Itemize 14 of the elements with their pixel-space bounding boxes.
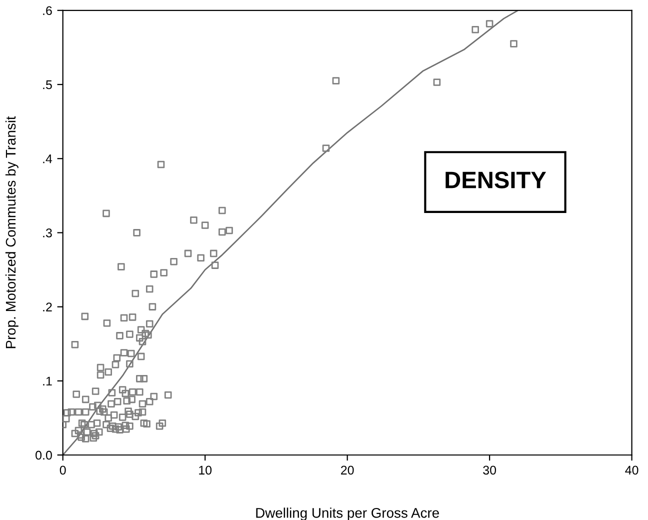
y-tick-label: 0.0: [36, 450, 52, 460]
x-tick-label: 10: [199, 466, 212, 475]
y-tick-label: .4: [43, 154, 52, 164]
x-tick-label: 20: [341, 466, 354, 475]
y-tick-label: .2: [43, 302, 52, 312]
y-tick-label: .3: [43, 228, 52, 238]
x-tick-label: 0: [60, 466, 66, 475]
y-axis-title: Prop. Motorized Commutes by Transit: [5, 116, 18, 348]
x-tick-label: 30: [483, 466, 496, 475]
annotation: DENSITY: [446, 172, 546, 188]
y-tick-label: .6: [43, 6, 52, 16]
x-tick-label: 40: [625, 466, 638, 475]
y-tick-label: .1: [43, 376, 52, 386]
y-tick-label: .5: [43, 80, 52, 90]
